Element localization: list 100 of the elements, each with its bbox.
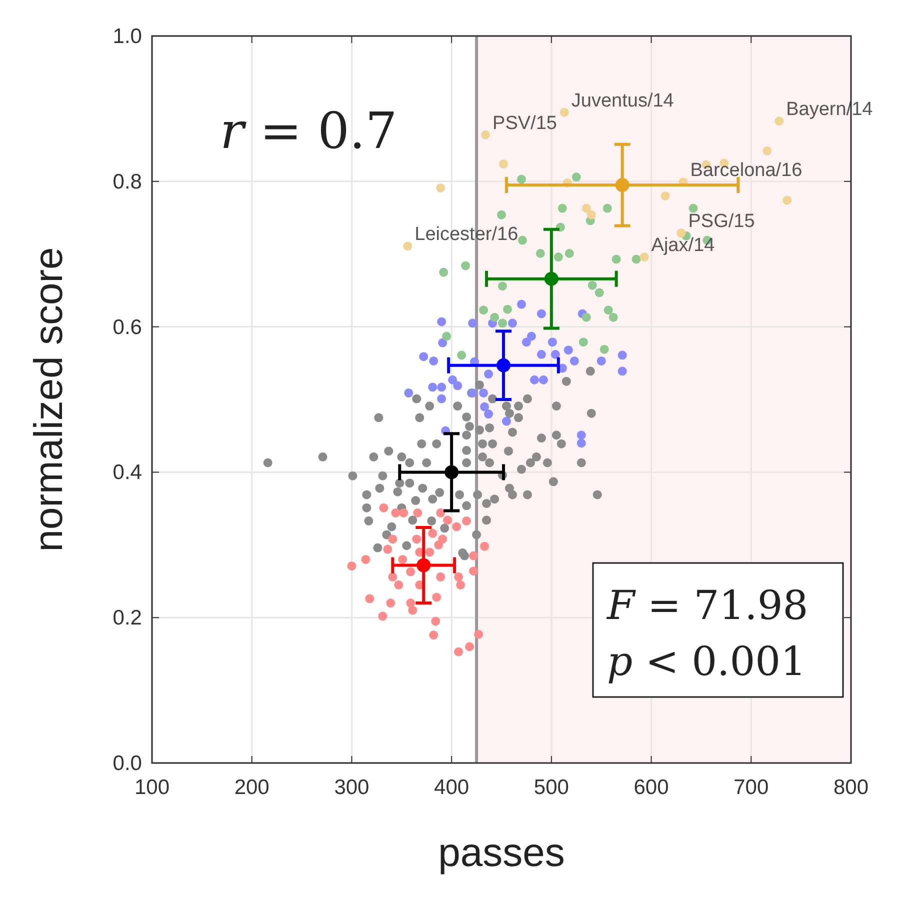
point (588, 280, 597, 290)
point (436, 183, 446, 192)
point (554, 252, 563, 262)
point (594, 288, 604, 298)
y-tick-label: 0.8 (112, 170, 142, 194)
point (479, 388, 488, 398)
point (429, 356, 438, 366)
point (774, 116, 784, 126)
annotation: PSV/15 (492, 112, 557, 134)
point (762, 146, 772, 156)
point (640, 252, 649, 262)
point (408, 606, 418, 615)
point (437, 382, 446, 392)
point (479, 306, 488, 315)
point (379, 503, 388, 512)
point (548, 338, 557, 347)
x-tick-label: 600 (634, 776, 669, 799)
point (438, 534, 448, 544)
point (461, 261, 470, 270)
point (560, 108, 569, 117)
point (608, 312, 618, 322)
point (502, 416, 511, 426)
point (632, 254, 641, 264)
point (550, 350, 560, 359)
point (443, 516, 452, 525)
point (462, 516, 472, 526)
point (480, 542, 490, 551)
point (596, 356, 606, 366)
point (456, 580, 466, 590)
x-tick-label: 100 (134, 776, 170, 799)
point (453, 381, 462, 390)
y-tick-label: 0.4 (112, 461, 142, 484)
point (457, 350, 466, 360)
x-tick-label: 800 (833, 776, 869, 799)
point (448, 375, 458, 384)
point (425, 548, 434, 557)
point (518, 236, 527, 245)
point (612, 254, 621, 264)
annotation: Barcelona/16 (690, 160, 802, 182)
y-tick-label: 1.0 (112, 25, 142, 48)
point (419, 352, 428, 362)
point (615, 178, 630, 192)
point (444, 465, 459, 480)
point (564, 248, 574, 258)
y-axis-title: normalized score (27, 247, 71, 552)
point (416, 558, 431, 572)
point (572, 172, 581, 182)
point (452, 522, 462, 532)
annotation: Ajax/14 (651, 235, 716, 256)
point (498, 318, 507, 328)
point (428, 528, 438, 538)
point (618, 350, 627, 360)
point (582, 204, 591, 213)
point (361, 554, 370, 564)
point (480, 402, 490, 412)
annotation: Juventus/14 (571, 90, 674, 112)
point (536, 248, 545, 258)
point (454, 572, 464, 582)
point (398, 554, 408, 564)
point (522, 338, 531, 347)
point (388, 572, 398, 582)
point (468, 318, 478, 328)
point (484, 370, 494, 379)
x-tick-label: 200 (234, 776, 270, 799)
point (526, 332, 536, 341)
point (570, 356, 579, 366)
point (437, 394, 446, 404)
annotation: PSG/15 (688, 211, 755, 232)
point (536, 309, 546, 318)
point (406, 567, 416, 576)
point (502, 304, 512, 314)
point (365, 594, 374, 604)
point (497, 210, 506, 220)
point (431, 616, 440, 626)
point (469, 551, 478, 560)
x-tick-label: 400 (434, 776, 470, 799)
point (586, 210, 596, 220)
point (442, 332, 452, 341)
point (386, 598, 396, 608)
point (508, 318, 517, 328)
point (582, 312, 591, 322)
point (412, 534, 422, 544)
point (404, 388, 414, 398)
annotation: r = 0.7 (220, 102, 398, 160)
point (454, 647, 464, 656)
point (498, 159, 508, 168)
point (378, 612, 388, 621)
point (544, 272, 558, 286)
point (474, 630, 484, 639)
point (530, 375, 539, 384)
point (564, 346, 573, 355)
point (576, 430, 586, 440)
point (558, 204, 567, 213)
x-tick-label: 700 (734, 776, 769, 799)
point (432, 592, 442, 602)
point (439, 268, 448, 277)
point (406, 598, 416, 608)
point (388, 534, 398, 544)
point (413, 508, 422, 518)
point (602, 204, 612, 213)
